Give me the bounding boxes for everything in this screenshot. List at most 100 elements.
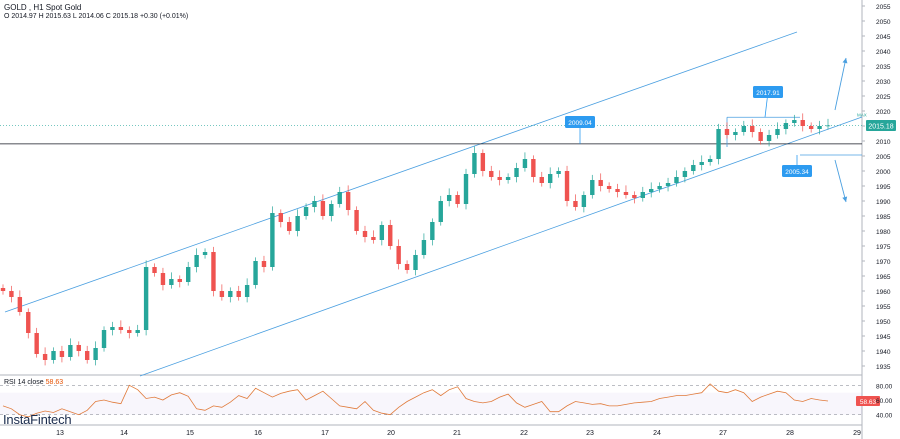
candle-body [278, 213, 284, 222]
candle-body [228, 291, 233, 297]
candle-body [93, 348, 98, 360]
rsi-tick-label: 40.00 [876, 413, 893, 420]
candle-body [707, 159, 713, 162]
candle-body [177, 279, 182, 282]
candle-body [724, 129, 730, 135]
candle-body [446, 195, 452, 201]
candle-body [312, 201, 317, 207]
price-tick-label: 1935 [876, 364, 891, 371]
horizontal-levels [0, 116, 862, 156]
candle-body [68, 345, 73, 357]
price-tick-label: 1995 [876, 184, 891, 191]
price-tick-label: 2025 [876, 94, 891, 101]
candle-body [539, 177, 544, 183]
candle-body [438, 201, 443, 222]
candle-body [320, 201, 326, 216]
candle-body [337, 192, 342, 204]
time-tick-label: 14 [120, 430, 128, 437]
candle-body [733, 132, 738, 135]
candle-body [42, 354, 48, 360]
time-tick-label: 27 [719, 430, 727, 437]
candle-body [817, 126, 822, 129]
callout-label: 2005.34 [785, 169, 809, 176]
price-tick-label: 2030 [876, 79, 891, 86]
candle-body [253, 261, 258, 285]
price-tick-label: 2020 [876, 109, 891, 116]
candle-body [480, 153, 486, 171]
candle-body [825, 125, 831, 127]
price-tick-label: 2010 [876, 139, 891, 146]
current-price-tag [866, 119, 896, 131]
callouts: 2015.18 MAX 2009.04 2017.91 2005.34 [565, 57, 896, 203]
price-tick-label: 2050 [876, 19, 891, 26]
candle-body [792, 120, 797, 123]
candle-body [808, 126, 814, 129]
candle-body [9, 291, 14, 297]
candle-body [152, 267, 157, 273]
rsi-tick-label: 80.00 [876, 383, 893, 390]
candle-body [514, 168, 519, 177]
price-tick-label: 2045 [876, 34, 891, 41]
candle-body [303, 207, 309, 216]
candle-body [413, 255, 418, 270]
price-tick-label: 2035 [876, 64, 891, 71]
time-tick-label: 29 [853, 430, 861, 437]
axes: 1935 1940 1945 1950 1955 1960 1965 1970 1975 1980… [56, 4, 893, 437]
price-tick-label: 1975 [876, 244, 891, 251]
candle-body [371, 237, 376, 240]
candle-body [497, 177, 502, 180]
candle-body [244, 285, 250, 297]
time-tick-label: 15 [186, 430, 194, 437]
candle-body [682, 171, 688, 177]
candle-body [775, 129, 780, 135]
current-price-tag-text: 2015.18 [868, 123, 893, 130]
candle-body [143, 267, 149, 330]
rsi-band [0, 392, 862, 415]
rsi-label: RSI 14 close 58.63 [4, 379, 63, 386]
channel-lower-line [139, 116, 863, 377]
time-tick-label: 28 [786, 430, 794, 437]
candles [0, 113, 831, 366]
candle-body [766, 135, 772, 141]
candle-body [632, 195, 637, 198]
price-tick-label: 1970 [876, 259, 891, 266]
candle-body [665, 183, 671, 186]
price-tick-label: 1990 [876, 199, 891, 206]
candle-body [463, 174, 469, 204]
arrow-head-icon [842, 196, 848, 202]
price-tick-label: 2005 [876, 154, 891, 161]
candle-body [127, 330, 132, 333]
candle-body [691, 165, 696, 171]
arrow-up-icon [834, 57, 847, 111]
candle-body [564, 171, 570, 201]
candle-body [76, 345, 81, 351]
rsi-line [2, 383, 829, 418]
candle-body [590, 180, 595, 195]
price-tick-label: 1950 [876, 319, 891, 326]
candle-body [716, 129, 721, 159]
callout-box [565, 116, 595, 128]
candle-body [388, 225, 393, 246]
callout-box [782, 165, 812, 177]
time-tick-label: 24 [653, 430, 661, 437]
candle-body [649, 189, 654, 192]
candle-body [758, 132, 763, 141]
candle-body [169, 279, 174, 285]
candle-body [623, 192, 629, 195]
callout-label: 2009.04 [568, 120, 592, 127]
candle-body [699, 162, 704, 165]
price-tick-label: 1940 [876, 349, 891, 356]
candle-body [615, 189, 620, 192]
price-tick-label: 1980 [876, 229, 891, 236]
candle-body [581, 195, 587, 207]
candle-body [362, 231, 368, 237]
candle-body [421, 240, 427, 255]
candle-body [354, 210, 359, 231]
rsi-panel: 58.63 [0, 383, 880, 418]
rsi-value-tag-text: 58.63 [860, 399, 877, 406]
time-tick-label: 21 [453, 430, 461, 437]
grid [0, 0, 863, 439]
price-tick-label: 1965 [876, 274, 891, 281]
candle-body [455, 195, 460, 204]
